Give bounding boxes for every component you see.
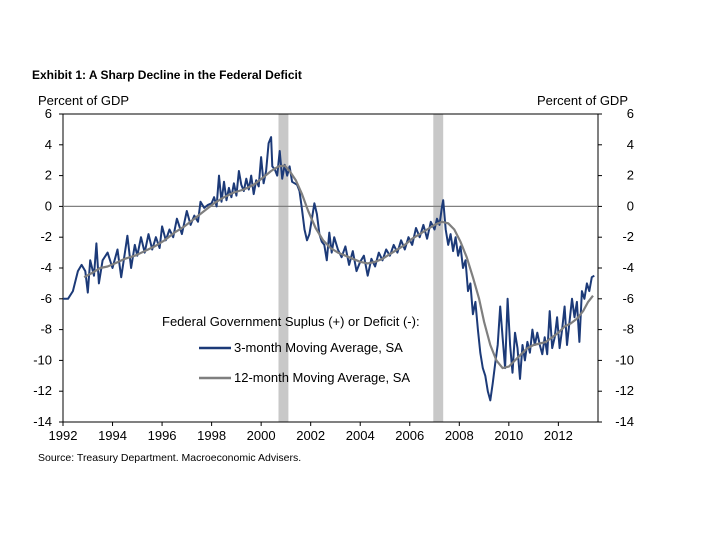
- y-tick-label-left: -4: [40, 260, 52, 275]
- y-tick-label-left: -10: [33, 352, 52, 367]
- y-tick-label-left: 2: [45, 168, 52, 183]
- y-tick-label-left: -12: [33, 383, 52, 398]
- y-tick-label-right: -12: [615, 383, 634, 398]
- y-tick-label-left: 0: [45, 198, 52, 213]
- y-tick-label-left: -8: [40, 322, 52, 337]
- y-tick-label-right: 6: [627, 106, 634, 121]
- recession-band-2: [433, 114, 444, 422]
- x-tick-label: 2012: [544, 428, 573, 443]
- x-tick-label: 2006: [395, 428, 424, 443]
- y-tick-label-right: -2: [622, 229, 634, 244]
- y-tick-label-left: 4: [45, 137, 52, 152]
- y-tick-label-left: -2: [40, 229, 52, 244]
- y-tick-label-right: -10: [615, 352, 634, 367]
- series-line-3-month: [63, 136, 595, 402]
- legend: Federal Government Suplus (+) or Deficit…: [162, 314, 420, 385]
- y-tick-label-right: 0: [627, 198, 634, 213]
- x-tick-label: 1994: [98, 428, 127, 443]
- y-axis-label-left: Percent of GDP: [38, 93, 130, 108]
- x-tick-label: 1998: [197, 428, 226, 443]
- chart-series: [63, 136, 595, 402]
- y-tick-label-right: -4: [622, 260, 634, 275]
- series-line-12-month: [83, 164, 594, 370]
- y-tick-label-left: -14: [33, 414, 52, 429]
- recession-bands: [278, 114, 444, 422]
- legend-entry-12-month: 12-month Moving Average, SA: [234, 370, 410, 385]
- x-tick-label: 2010: [494, 428, 523, 443]
- y-tick-label-right: -8: [622, 322, 634, 337]
- legend-entry-3-month: 3-month Moving Average, SA: [234, 340, 403, 355]
- x-tick-label: 1996: [148, 428, 177, 443]
- recession-band-1: [278, 114, 289, 422]
- y-tick-label-right: -6: [622, 291, 634, 306]
- legend-title: Federal Government Suplus (+) or Deficit…: [162, 314, 420, 329]
- chart-axes: 6 6 4 4 2 2 0 0 -2 -2 -4 -4 -6 -6 -8 -8 -10 -10 -12 -12 -14 -…: [33, 106, 634, 443]
- x-tick-label: 2004: [346, 428, 375, 443]
- y-tick-label-left: -6: [40, 291, 52, 306]
- x-tick-label: 2002: [296, 428, 325, 443]
- chart-title: Exhibit 1: A Sharp Decline in the Federa…: [32, 68, 302, 82]
- y-tick-label-right: 4: [627, 137, 634, 152]
- x-tick-label: 2000: [247, 428, 276, 443]
- x-tick-label: 2008: [445, 428, 474, 443]
- y-tick-label-right: -14: [615, 414, 634, 429]
- source-note: Source: Treasury Department. Macroeconom…: [38, 452, 302, 464]
- y-tick-label-left: 6: [45, 106, 52, 121]
- y-axis-label-right: Percent of GDP: [536, 93, 628, 108]
- y-tick-label-right: 2: [627, 168, 634, 183]
- x-tick-label: 1992: [49, 428, 78, 443]
